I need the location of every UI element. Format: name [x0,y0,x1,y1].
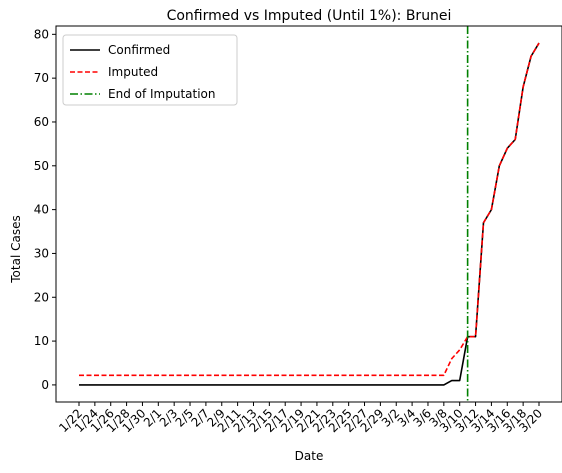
x-axis-label: Date [295,449,324,463]
legend-box [62,34,238,106]
y-tick-label: 80 [34,27,49,41]
legend-label-imputed: Imputed [108,65,158,79]
y-tick-label: 50 [34,159,49,173]
series-line-imputed [79,42,540,377]
y-tick-label: 70 [34,71,49,85]
y-tick-label: 30 [34,246,49,260]
y-tick-label: 40 [34,203,49,217]
series-line-confirmed [79,42,540,386]
y-tick-label: 60 [34,115,49,129]
chart-title: Confirmed vs Imputed (Until 1%): Brunei [167,8,452,24]
legend-label-end-of-imputation: End of Imputation [108,87,216,101]
y-axis-label: Total Cases [9,215,23,283]
y-tick-label: 0 [41,378,49,392]
y-tick-label: 10 [34,334,49,348]
axes-frame [55,25,562,403]
y-tick-label: 20 [34,290,49,304]
legend-label-confirmed: Confirmed [108,43,170,57]
legend: Confirmed Imputed End of Imputation [62,34,238,106]
